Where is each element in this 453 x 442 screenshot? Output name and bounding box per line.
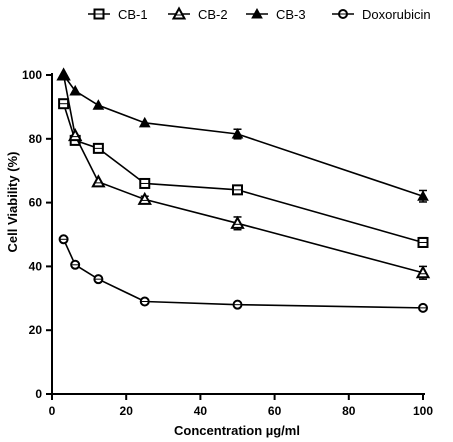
series-line (62, 74, 424, 197)
x-tick-label: 20 (120, 404, 134, 418)
axes: 0 20 40 60 80 100 0 20 40 60 80 100 (22, 68, 433, 418)
data-point (230, 215, 245, 229)
data-point (57, 68, 70, 80)
legend-marker (93, 8, 105, 20)
legend-marker (251, 7, 263, 19)
y-axis-title: Cell Viability (%) (5, 152, 20, 253)
y-tick-label: 0 (35, 387, 42, 401)
data-point (58, 98, 70, 110)
data-point (139, 177, 151, 189)
data-point (137, 191, 152, 205)
data-point (232, 184, 243, 196)
legend-item: CB-2 (168, 6, 228, 22)
data-point (232, 299, 243, 310)
series-line (62, 103, 424, 244)
data-point (70, 259, 81, 270)
data-point (92, 142, 104, 154)
legend-label: Doxorubicin (362, 7, 431, 22)
data-point (418, 302, 428, 313)
y-tick-label: 80 (29, 132, 43, 146)
data-point (93, 274, 104, 285)
x-tick-label: 100 (413, 404, 433, 418)
data-point (58, 234, 69, 245)
legend: CB-1 CB-2 CB-3 Doxorubicin (88, 6, 431, 22)
x-tick-label: 60 (268, 404, 282, 418)
legend-label: CB-1 (118, 7, 148, 22)
y-tick-label: 60 (29, 196, 43, 210)
x-tick-label: 40 (194, 404, 208, 418)
data-point (417, 190, 429, 201)
legend-marker (338, 9, 348, 19)
series-cb-3 (57, 68, 429, 203)
series-line (62, 238, 424, 309)
x-tick-label: 0 (49, 404, 56, 418)
legend-item: Doxorubicin (332, 7, 431, 22)
data-point (231, 127, 244, 139)
data-point (91, 174, 106, 188)
data-point (415, 265, 431, 279)
y-tick-label: 40 (29, 259, 43, 273)
series-cb-2 (56, 67, 431, 280)
data-point (139, 296, 150, 307)
series-cb-1 (58, 98, 429, 249)
legend-item: CB-3 (246, 7, 306, 22)
x-tick-label: 80 (342, 404, 356, 418)
data-point (67, 128, 83, 142)
y-tick-label: 20 (29, 323, 43, 337)
plot-area (56, 67, 431, 313)
legend-label: CB-2 (198, 7, 228, 22)
data-point (417, 236, 429, 248)
x-axis-title: Concentration µg/ml (174, 423, 300, 438)
y-tick-label: 100 (22, 68, 42, 82)
legend-label: CB-3 (276, 7, 306, 22)
legend-item: CB-1 (88, 7, 148, 22)
data-point (69, 84, 82, 96)
series-doxorubicin (58, 234, 428, 313)
legend-marker (171, 6, 187, 20)
series-line (62, 74, 424, 274)
data-point (138, 116, 151, 128)
data-point (92, 99, 105, 110)
